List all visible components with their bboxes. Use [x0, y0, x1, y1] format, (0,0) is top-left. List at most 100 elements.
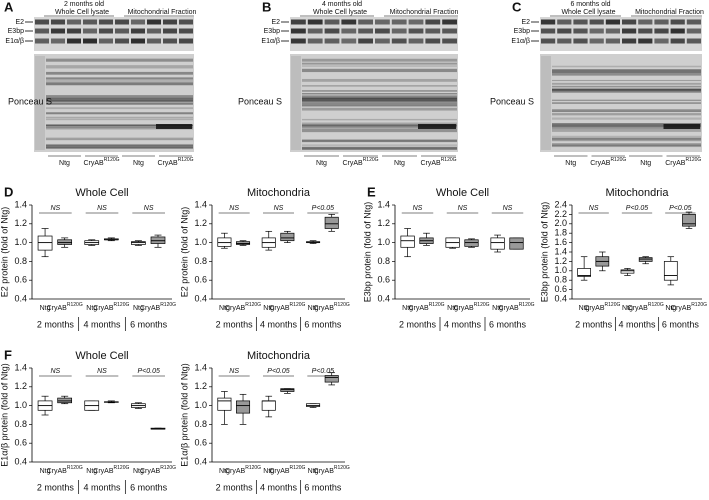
- x-tick-label-main: CryAB: [671, 305, 692, 312]
- box: [306, 403, 321, 407]
- band: [35, 19, 49, 25]
- panel-letter: A: [4, 0, 14, 14]
- x-tick-label: Ntg: [447, 305, 458, 312]
- band: [179, 38, 193, 44]
- x-tick-label-main: Ntg: [402, 305, 413, 312]
- protein-band: [302, 139, 457, 143]
- x-tick-label-sup: R120G: [334, 465, 350, 471]
- protein-band: [302, 97, 457, 99]
- x-tick-label-main: Ntg: [133, 305, 144, 312]
- band: [442, 28, 457, 34]
- ponceau-blot: [290, 54, 458, 152]
- y-tick-label: 0.6: [377, 275, 390, 285]
- x-tick-label-main: CryAB: [47, 305, 68, 312]
- y-tick-label: 1.4: [377, 199, 390, 209]
- y-tick-label: 1.4: [194, 362, 207, 372]
- band: [654, 28, 669, 34]
- protein-band: [552, 113, 701, 116]
- box: [280, 388, 295, 392]
- band: [358, 19, 373, 25]
- band: [375, 19, 390, 25]
- x-tick-label-sup: R120G: [334, 302, 350, 308]
- band: [573, 38, 588, 44]
- box: [57, 239, 73, 245]
- x-tick-label-sup: R120G: [474, 302, 490, 308]
- band: [67, 28, 81, 34]
- protein-band: [552, 102, 701, 104]
- group-label: 6 months: [489, 319, 527, 329]
- group-label-main: Ntg: [394, 160, 405, 167]
- band: [408, 19, 424, 25]
- group-label-main: Ntg: [565, 160, 576, 167]
- band: [163, 19, 177, 25]
- y-tick-label: 1.4: [14, 362, 27, 372]
- box: [324, 375, 339, 383]
- y-tick-label: 1.0: [14, 400, 27, 410]
- x-tick-label-main: Ntg: [263, 305, 274, 312]
- band: [131, 28, 145, 34]
- protein-band: [46, 137, 193, 140]
- band: [324, 19, 340, 25]
- band: [51, 28, 65, 34]
- band: [605, 19, 620, 25]
- protein-band: [552, 112, 701, 115]
- x-tick-label: CryABR120G: [498, 302, 534, 312]
- x-tick-label: Ntg: [665, 305, 676, 312]
- box: [577, 268, 591, 277]
- band-label: E3bp: [8, 28, 24, 35]
- band-label: E1α/β: [511, 38, 530, 45]
- x-tick-label-main: CryAB: [584, 305, 605, 312]
- protein-band: [552, 137, 701, 142]
- group-label-main: CryAB: [157, 160, 178, 167]
- protein-band: [302, 122, 457, 126]
- box: [509, 237, 524, 250]
- x-tick-label-main: Ntg: [86, 468, 97, 475]
- y-tick-label: 0.8: [14, 256, 27, 266]
- x-tick-label: CryABR120G: [93, 302, 129, 312]
- x-tick-label-main: Ntg: [219, 305, 230, 312]
- protein-band: [552, 117, 701, 120]
- x-tick-label-main: CryAB: [93, 305, 114, 312]
- x-tick-label: CryABR120G: [628, 302, 664, 312]
- x-tick-label: Ntg: [308, 305, 319, 312]
- y-axis-label: E2 protein (fold of Ntg): [0, 207, 9, 298]
- band: [654, 38, 669, 44]
- x-tick-label: CryABR120G: [453, 302, 489, 312]
- box: [236, 241, 251, 245]
- group-label: 6 months: [662, 319, 700, 329]
- significance: NS: [413, 205, 423, 212]
- protein-band: [46, 102, 193, 105]
- band: [324, 38, 340, 44]
- band: [622, 19, 637, 25]
- x-tick-label-sup: R120G: [605, 302, 621, 308]
- x-tick-label-sup: R120G: [67, 465, 83, 471]
- y-axis-label: E1α/β protein (fold of Ntg): [0, 363, 9, 466]
- protein-band: [302, 105, 457, 108]
- x-tick-label: Ntg: [402, 305, 413, 312]
- box: [464, 239, 479, 247]
- band: [115, 28, 129, 34]
- x-tick-label: CryABR120G: [225, 465, 261, 475]
- protein-band: [552, 89, 701, 93]
- band: [670, 19, 685, 25]
- protein-band: [46, 97, 193, 99]
- box: [217, 237, 232, 247]
- band: [67, 38, 81, 44]
- protein-band: [302, 147, 457, 150]
- band: [573, 28, 588, 34]
- protein-band: [302, 62, 457, 65]
- y-tick-label: 1.2: [194, 381, 207, 391]
- box: [150, 236, 166, 244]
- significance: P<0.05: [312, 205, 334, 212]
- band: [589, 19, 604, 25]
- band: [83, 19, 97, 25]
- protein-band: [552, 110, 701, 113]
- group-label: 6 months: [304, 319, 342, 329]
- band: [391, 38, 407, 44]
- protein-band: [302, 58, 457, 62]
- protein-band: [552, 72, 701, 76]
- group-label: Ntg: [394, 160, 405, 167]
- band: [622, 28, 637, 34]
- protein-band: [302, 78, 457, 82]
- y-axis-label: E2 protein (fold of Ntg): [179, 207, 189, 298]
